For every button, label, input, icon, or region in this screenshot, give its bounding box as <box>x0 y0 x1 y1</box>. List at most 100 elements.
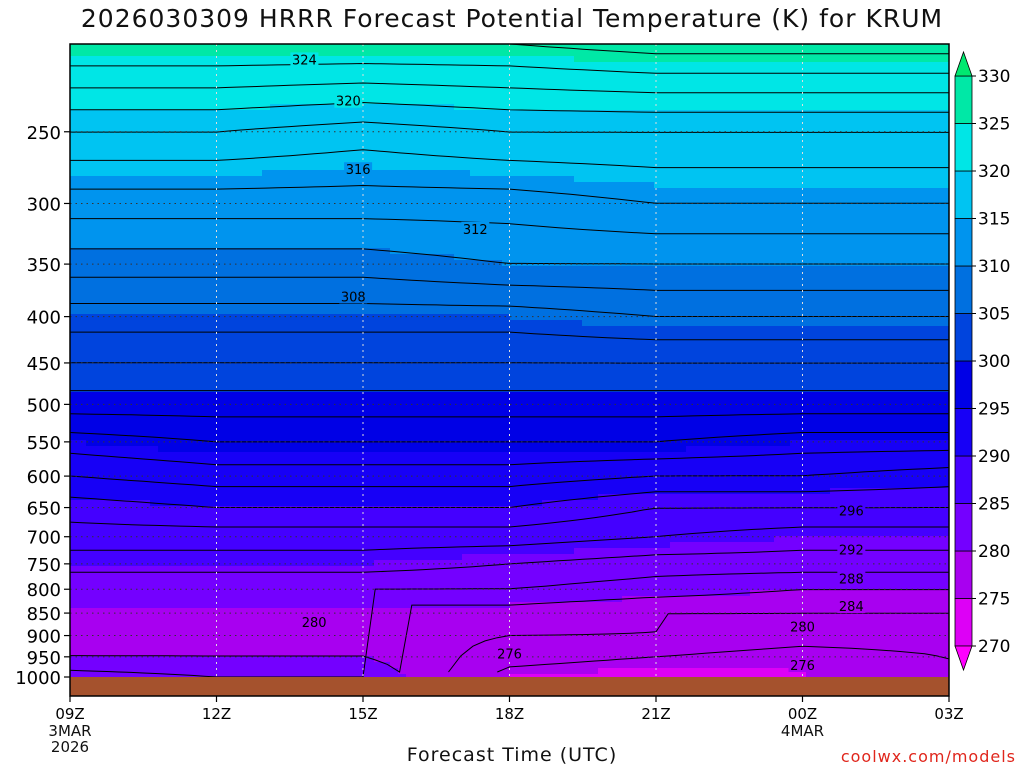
field-cell <box>406 488 415 495</box>
field-cell <box>390 506 399 513</box>
field-cell <box>174 374 183 381</box>
field-cell <box>166 254 175 261</box>
field-cell <box>342 212 351 219</box>
field-cell <box>278 224 287 231</box>
field-cell <box>262 674 271 677</box>
field-cell <box>374 122 383 129</box>
field-cell <box>374 584 383 591</box>
field-cell <box>342 62 351 69</box>
field-cell <box>158 620 167 627</box>
field-cell <box>158 290 167 297</box>
field-cell <box>158 62 167 69</box>
field-cell <box>390 434 399 441</box>
field-cell <box>182 188 191 195</box>
field-cell <box>166 230 175 237</box>
field-cell <box>262 620 271 627</box>
field-cell <box>398 416 407 423</box>
field-cell <box>158 410 167 417</box>
field-cell <box>206 224 215 231</box>
field-cell <box>334 596 343 603</box>
field-cell <box>78 266 87 273</box>
field-cell <box>246 176 255 183</box>
field-cell <box>158 68 167 75</box>
field-cell <box>246 86 255 93</box>
field-cell <box>174 386 183 393</box>
field-cell <box>150 374 159 381</box>
field-cell <box>302 572 311 579</box>
field-cell <box>374 248 383 255</box>
field-cell <box>438 374 447 381</box>
field-cell <box>358 224 367 231</box>
field-cell <box>238 92 247 99</box>
field-cell <box>206 674 215 677</box>
field-cell <box>414 260 423 267</box>
field-cell <box>222 56 231 63</box>
field-cell <box>254 86 263 93</box>
field-cell <box>222 182 231 189</box>
field-cell <box>286 536 295 543</box>
field-cell <box>102 596 111 603</box>
field-cell <box>142 278 151 285</box>
field-cell <box>86 230 95 237</box>
field-cell <box>126 392 135 399</box>
field-cell <box>206 638 215 645</box>
field-cell <box>382 404 391 411</box>
field-cell <box>158 380 167 387</box>
field-cell <box>94 362 103 369</box>
field-cell <box>270 374 279 381</box>
field-cell <box>278 554 287 561</box>
field-cell <box>406 152 415 159</box>
field-cell <box>366 296 375 303</box>
field-cell <box>318 302 327 309</box>
field-cell <box>102 56 111 63</box>
field-cell <box>310 464 319 471</box>
field-cell <box>438 386 447 393</box>
field-cell <box>238 122 247 129</box>
field-cell <box>430 332 439 339</box>
field-cell <box>158 134 167 141</box>
field-cell <box>190 656 199 663</box>
field-cell <box>190 410 199 417</box>
field-cell <box>310 194 319 201</box>
field-cell <box>206 266 215 273</box>
field-cell <box>350 356 359 363</box>
field-cell <box>190 92 199 99</box>
field-cell <box>78 440 87 447</box>
field-cell <box>182 182 191 189</box>
field-cell <box>254 536 263 543</box>
field-cell <box>366 578 375 585</box>
field-cell <box>206 440 215 447</box>
field-cell <box>190 614 199 621</box>
field-cell <box>270 578 279 585</box>
field-cell <box>230 392 239 399</box>
field-cell <box>398 488 407 495</box>
field-cell <box>398 128 407 135</box>
field-cell <box>326 554 335 561</box>
field-cell <box>350 128 359 135</box>
field-cell <box>382 158 391 165</box>
field-cell <box>270 416 279 423</box>
field-cell <box>78 158 87 165</box>
field-cell <box>110 608 119 615</box>
field-cell <box>326 374 335 381</box>
field-cell <box>174 44 183 51</box>
field-cell <box>86 644 95 651</box>
field-cell <box>94 380 103 387</box>
field-cell <box>342 206 351 213</box>
field-cell <box>86 182 95 189</box>
field-cell <box>94 290 103 297</box>
field-cell <box>166 338 175 345</box>
field-cell <box>398 560 407 567</box>
field-cell <box>70 428 79 435</box>
field-cell <box>78 590 87 597</box>
field-cell <box>70 512 79 519</box>
field-cell <box>270 428 279 435</box>
field-cell <box>214 188 223 195</box>
field-cell <box>294 266 303 273</box>
field-cell <box>190 182 199 189</box>
field-cell <box>374 476 383 483</box>
field-cell <box>118 80 127 87</box>
field-cell <box>230 626 239 633</box>
field-cell <box>398 614 407 621</box>
field-cell <box>390 332 399 339</box>
